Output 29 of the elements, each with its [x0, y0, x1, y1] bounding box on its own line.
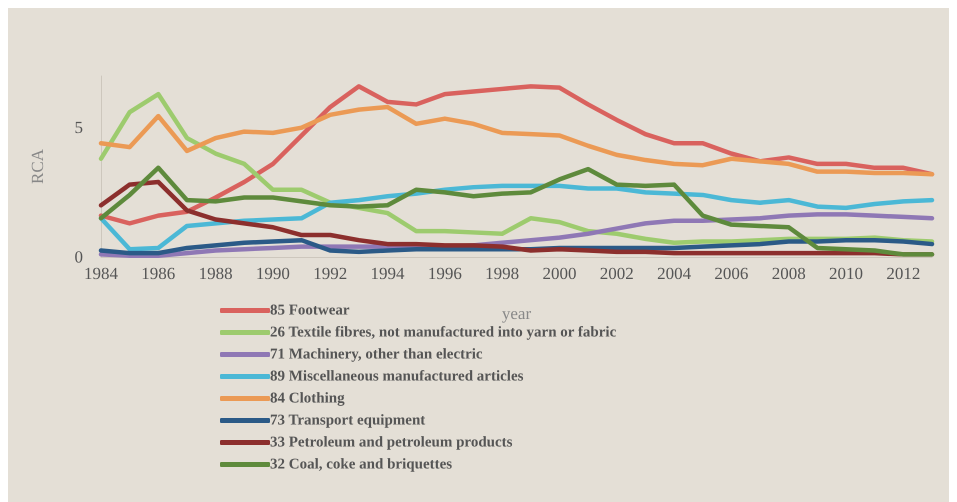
x-tick-label: 1990 — [256, 264, 290, 283]
legend-label: 32 Coal, coke and briquettes — [270, 456, 452, 472]
x-tick-label: 2006 — [714, 264, 748, 283]
x-tick-label: 1994 — [370, 264, 406, 283]
legend-label: 89 Miscellaneous manufactured articles — [270, 368, 524, 384]
x-tick-label: 2012 — [886, 264, 920, 283]
x-axis-title: year — [502, 304, 532, 323]
x-tick-label: 2002 — [600, 264, 634, 283]
y-tick-label: 5 — [74, 118, 83, 138]
x-tick-label: 1996 — [428, 264, 462, 283]
x-tick-label: 1984 — [84, 264, 118, 283]
legend-label: 26 Textile fibres, not manufactured into yarn or fabric — [270, 324, 617, 340]
legend-label: 84 Clothing — [270, 390, 346, 406]
legend-label: 85 Footwear — [270, 302, 350, 318]
legend-label: 71 Machinery, other than electric — [270, 346, 483, 362]
x-tick-label: 1986 — [141, 264, 176, 283]
legend-label: 33 Petroleum and petroleum products — [270, 434, 513, 450]
x-tick-label: 1992 — [313, 264, 348, 283]
x-tick-label: 2000 — [542, 264, 576, 283]
y-tick-label: 0 — [74, 248, 83, 266]
x-tick-label: 2004 — [657, 264, 692, 283]
line-series — [98, 104, 934, 177]
line-series — [98, 238, 934, 256]
x-tick-label: 2008 — [772, 264, 806, 283]
y-axis-title: RCA — [28, 148, 47, 184]
x-tick-label: 2010 — [829, 264, 864, 283]
legend-label: 73 Transport equipment — [270, 412, 426, 428]
x-tick-label: 1998 — [485, 264, 520, 283]
x-tick-label: 1988 — [198, 264, 233, 283]
